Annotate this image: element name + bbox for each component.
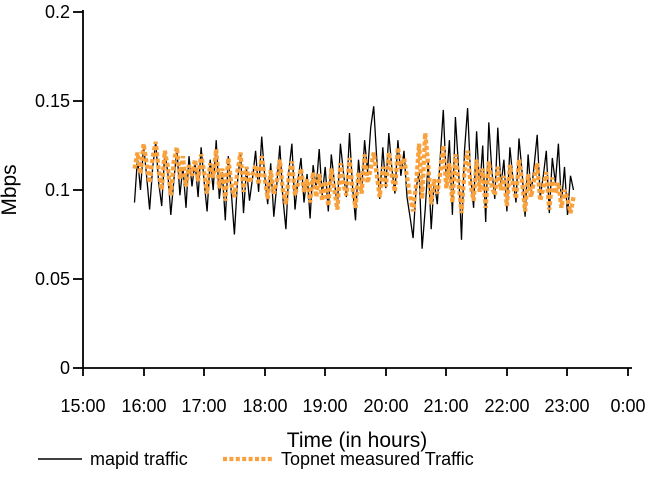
y-tick-label: 0.05: [35, 269, 70, 289]
y-tick-label: 0: [60, 358, 70, 378]
legend-topnet-label: Topnet measured Traffic: [281, 449, 474, 469]
x-tick-label: 16:00: [121, 396, 166, 416]
y-axis-title: Mbps: [0, 164, 21, 215]
x-tick-label: 22:00: [484, 396, 529, 416]
y-tick-label: 0.2: [45, 2, 70, 22]
y-tick-label: 0.1: [45, 180, 70, 200]
x-tick-label: 20:00: [363, 396, 408, 416]
legend-mapid-label: mapid traffic: [90, 449, 188, 469]
x-tick-label: 0:00: [610, 396, 645, 416]
x-tick-label: 23:00: [544, 396, 589, 416]
x-tick-label: 18:00: [242, 396, 287, 416]
topnet-traffic-line: [132, 132, 576, 214]
x-tick-label: 17:00: [181, 396, 226, 416]
x-axis-title: Time (in hours): [287, 429, 427, 452]
legend: mapid traffic Topnet measured Traffic: [38, 449, 474, 469]
x-tick-marks: [82, 368, 629, 376]
x-tick-label: 19:00: [302, 396, 347, 416]
y-tick-marks: [73, 11, 83, 369]
x-tick-label: 15:00: [60, 396, 105, 416]
x-tick-label: 21:00: [423, 396, 468, 416]
y-tick-label: 0.15: [35, 91, 70, 111]
